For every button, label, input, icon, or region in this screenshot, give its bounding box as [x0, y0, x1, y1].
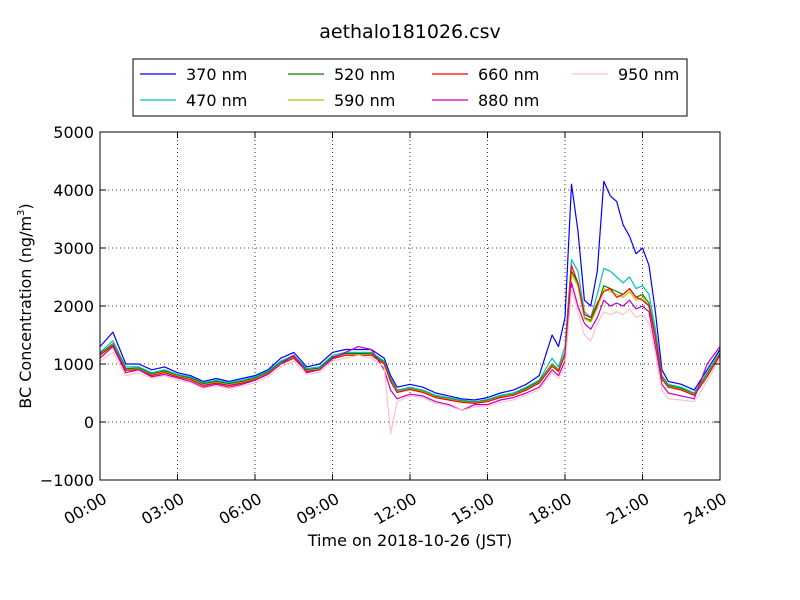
series-line	[99, 288, 721, 435]
legend-label: 520 nm	[334, 65, 395, 84]
y-tick-label: 2000	[53, 297, 94, 316]
legend-box	[132, 58, 688, 117]
x-tick-label: 21:00	[603, 489, 652, 529]
x-tick-label: 00:00	[61, 489, 110, 529]
x-tick-label: 24:00	[681, 489, 730, 529]
grid	[100, 132, 720, 480]
x-tick-label: 06:00	[216, 489, 265, 529]
y-tick-label: 0	[84, 413, 94, 432]
series-line	[99, 180, 721, 401]
series-line	[99, 259, 721, 403]
legend: 370 nm 470 nm 520 nm 590 nm 660 nm 880 nm 950 …	[132, 58, 688, 117]
x-tick-label: 12:00	[371, 489, 420, 529]
x-tick-label: 09:00	[293, 489, 342, 529]
y-tick-label: 3000	[53, 239, 94, 258]
series-line	[99, 264, 721, 404]
y-tick-label: 5000	[53, 123, 94, 142]
legend-label: 880 nm	[478, 91, 539, 110]
y-tick-label: 4000	[53, 181, 94, 200]
y-axis-label: BC Concentration (ng/m3)	[16, 203, 35, 408]
x-tick-label: 15:00	[448, 489, 497, 529]
y-tick-label: −1000	[40, 471, 94, 490]
x-tick-label: 18:00	[526, 489, 575, 529]
legend-label: 590 nm	[334, 91, 395, 110]
legend-label: 370 nm	[186, 65, 247, 84]
series-lines	[99, 180, 721, 435]
x-tick-label: 03:00	[138, 489, 187, 529]
legend-label: 660 nm	[478, 65, 539, 84]
chart-title: aethalo181026.csv	[319, 21, 501, 43]
legend-label: 950 nm	[618, 65, 679, 84]
y-tick-label: 1000	[53, 355, 94, 374]
x-axis-label: Time on 2018-10-26 (JST)	[307, 531, 512, 550]
legend-label: 470 nm	[186, 91, 247, 110]
